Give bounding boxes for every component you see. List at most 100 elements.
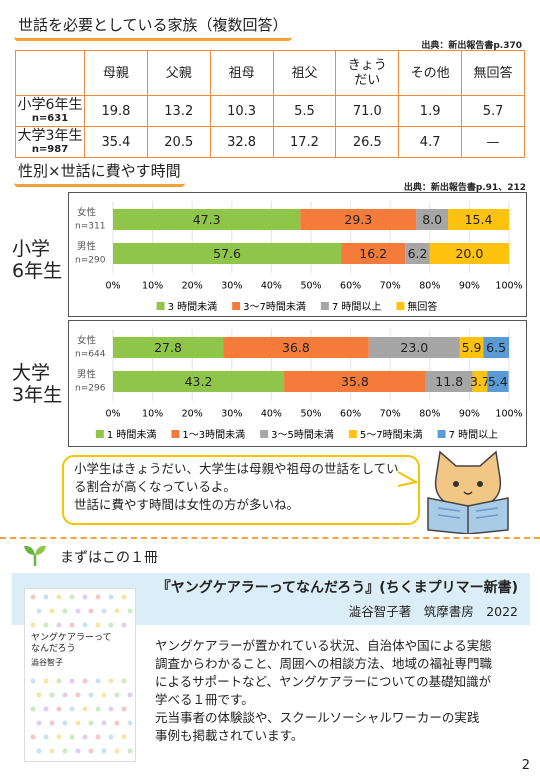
bar-segment	[405, 243, 430, 264]
cover-dot	[101, 608, 107, 614]
cover-dot	[62, 720, 68, 726]
cover-dot	[75, 692, 81, 698]
category-note: n=296	[75, 384, 106, 394]
cover-dot	[56, 594, 62, 600]
table-cell: —	[461, 126, 525, 158]
group-label-line: 小学	[12, 238, 51, 260]
cover-title-line: ヤングケアラーって	[31, 633, 112, 643]
cover-dot	[30, 734, 36, 740]
cover-dot	[62, 608, 68, 614]
row-n: n=987	[31, 144, 69, 155]
cover-dot	[82, 622, 88, 628]
cover-pattern	[30, 594, 133, 754]
legend-swatch	[320, 302, 329, 310]
row-n: n=631	[31, 113, 69, 124]
cover-dot	[75, 608, 81, 614]
bubble-text: 世話に費やす時間は女性の方が多いね。	[74, 497, 300, 512]
cover-dot	[82, 594, 88, 600]
cover-dot	[127, 720, 133, 726]
table-cell: 32.8	[209, 126, 274, 158]
x-tick-label: 70%	[380, 409, 401, 420]
book-cover: ヤングケアラーって なんだろう 澁谷智子	[24, 588, 136, 762]
data-label: 23.0	[400, 340, 428, 355]
cover-dot	[43, 678, 49, 684]
category-note: n=290	[75, 256, 106, 266]
family-table: 母親 父親 祖母 祖父 きょうだい その他 無回答 小学6年生 n=631 19.8 13.2 10.…	[15, 50, 525, 158]
cover-author: 澁谷智子	[31, 658, 63, 667]
cover-dot	[36, 692, 42, 698]
cover-dot	[49, 692, 55, 698]
x-tick-label: 10%	[142, 281, 163, 292]
data-label: 20.0	[455, 246, 483, 261]
x-tick-label: 90%	[459, 409, 480, 420]
cover-dot	[62, 692, 68, 698]
x-tick-label: 100%	[495, 409, 522, 420]
table-cell: 5.5	[272, 95, 337, 127]
legend-label: 3〜5時間未満	[271, 429, 334, 441]
cover-dot	[101, 748, 107, 754]
legend-label: 無回答	[407, 300, 437, 313]
data-label: 5.9	[462, 340, 482, 355]
chart-box: 0% 10% 20% 30% 40% 50% 60% 70% 80% 90% 100% 女性 n=644…	[68, 320, 527, 447]
cover-dot	[127, 608, 133, 614]
description-line: 調査からわかること、周囲への相談方法、地域の福祉専門職	[155, 656, 493, 671]
cover-dot	[121, 622, 127, 628]
data-label: 6.2	[408, 246, 428, 261]
cover-dot	[36, 720, 42, 726]
cover-dot	[36, 748, 42, 754]
description-line: 事例も掲載されています。	[155, 728, 304, 743]
bar-segment	[429, 243, 509, 264]
data-label: 27.8	[154, 340, 182, 355]
legend-swatch	[232, 302, 241, 310]
cover-dot	[69, 678, 75, 684]
book-heading: まずはこの１冊	[60, 550, 158, 566]
header-cell: 父親	[146, 50, 211, 96]
cover-dot	[108, 594, 114, 600]
cover-dot	[101, 720, 107, 726]
group-label-line: 大学	[12, 362, 51, 384]
cover-dot	[88, 608, 94, 614]
description-line: 学べる１冊です。	[155, 692, 254, 707]
cat-illustration	[427, 450, 509, 534]
cover-dot	[30, 706, 36, 712]
x-tick-label: 0%	[105, 409, 120, 420]
header-text: 無回答	[473, 65, 513, 81]
header-text: その他	[410, 65, 450, 81]
chart: 0% 10% 20% 30% 40% 50% 60% 70% 80% 90% 100% 女性 n=311…	[75, 201, 523, 313]
book-description: ヤングケアラーが置かれている状況、自治体や国による実態 調査からわかること、周囲へ…	[155, 637, 492, 745]
cover-dot	[88, 692, 94, 698]
cover-dot	[43, 706, 49, 712]
cover-dot	[101, 692, 107, 698]
legend-swatch	[95, 430, 104, 438]
legend-label: 3 時間未満	[168, 301, 218, 313]
cover-title-line: なんだろう	[31, 644, 76, 654]
x-tick-label: 40%	[261, 409, 282, 420]
data-label: 47.3	[193, 212, 221, 227]
data-label: 35.8	[341, 374, 369, 389]
cover-dot	[114, 692, 120, 698]
bar-segment	[113, 243, 342, 264]
category-label: 女性	[77, 335, 97, 347]
bar-segment	[113, 209, 301, 230]
x-tick-label: 30%	[221, 281, 242, 292]
source-note: 出典：新出報告書p.370	[421, 41, 522, 51]
cover-dot	[30, 678, 36, 684]
table-cell: 13.2	[146, 95, 211, 127]
data-label: 43.2	[185, 374, 213, 389]
bar-segment	[425, 371, 473, 392]
group-label: 大学 3年生	[12, 362, 62, 406]
table-cell: 19.8	[84, 95, 148, 127]
table-cell: 71.0	[335, 95, 400, 127]
cover-dot	[56, 706, 62, 712]
legend-label: 7 時間以上	[332, 301, 382, 313]
data-label: 15.4	[465, 212, 493, 227]
cover-title: ヤングケアラーって なんだろう 澁谷智子	[29, 631, 133, 670]
divider	[0, 537, 540, 539]
bubble-text: 小学生はきょうだい、大学生は母親や祖母の世話をしている割合が高くなっているよ。	[74, 461, 399, 494]
cover-dot	[95, 678, 101, 684]
cover-dot	[75, 748, 81, 754]
header-row: 母親 父親 祖母 祖父 きょうだい その他 無回答	[15, 50, 525, 96]
x-tick-label: 60%	[340, 281, 361, 292]
header-cell: 無回答	[461, 50, 525, 96]
data-label: 29.3	[344, 212, 372, 227]
